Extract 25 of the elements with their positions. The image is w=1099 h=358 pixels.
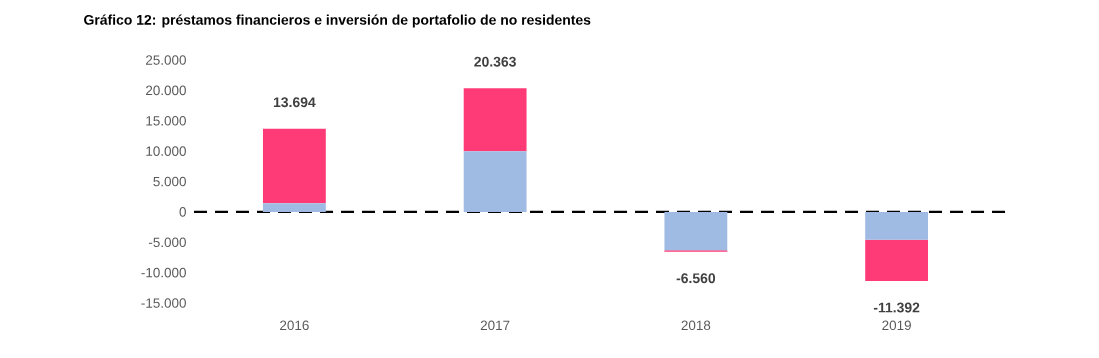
bar xyxy=(262,203,326,212)
bar xyxy=(664,211,728,251)
bar xyxy=(463,151,527,212)
y-tick-label: 20.000 xyxy=(146,85,186,96)
x-tick-label: 2018 xyxy=(681,320,711,331)
x-tick-label: 2019 xyxy=(882,320,911,331)
total-label: -6.560 xyxy=(676,273,716,284)
y-tick-label: 15.000 xyxy=(146,115,186,126)
total-label: 20.363 xyxy=(474,56,516,67)
y-tick-label: 5.000 xyxy=(153,176,186,187)
y-tick-label: -5.000 xyxy=(148,237,186,247)
total-label: -11.392 xyxy=(873,302,920,313)
chart-title: Gráfico 12: préstamos financieros e inversión de portafolio de no residentes xyxy=(84,14,591,28)
y-tick-label: 10.000 xyxy=(146,146,186,156)
y-tick-label: 25.000 xyxy=(146,55,186,65)
y-tick-label: -15.000 xyxy=(141,298,186,308)
bar xyxy=(865,239,929,282)
x-tick-label: 2017 xyxy=(480,320,510,331)
bar xyxy=(262,128,326,204)
y-tick-label: 0 xyxy=(179,207,186,217)
bar xyxy=(463,88,527,152)
bar xyxy=(865,211,929,240)
x-tick-label: 2016 xyxy=(280,320,309,331)
y-tick-label: -10.000 xyxy=(141,267,186,278)
total-label: 13.694 xyxy=(273,97,316,108)
